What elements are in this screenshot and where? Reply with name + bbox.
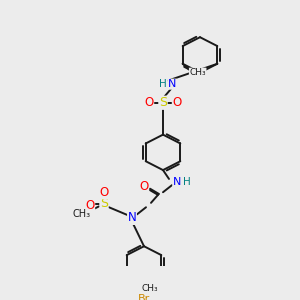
Text: O: O <box>85 199 94 212</box>
Text: CH₃: CH₃ <box>189 68 206 77</box>
Text: N: N <box>173 178 181 188</box>
Text: S: S <box>159 96 167 109</box>
Text: S: S <box>100 197 108 210</box>
Text: N: N <box>128 212 136 224</box>
Text: O: O <box>99 186 109 199</box>
Text: O: O <box>144 96 154 109</box>
Text: Br: Br <box>138 294 150 300</box>
Text: O: O <box>140 179 148 193</box>
Text: H: H <box>159 79 167 89</box>
Text: CH₃: CH₃ <box>73 209 91 219</box>
Text: O: O <box>172 96 182 109</box>
Text: H: H <box>183 178 191 188</box>
Text: N: N <box>168 79 176 89</box>
Text: CH₃: CH₃ <box>141 284 158 293</box>
